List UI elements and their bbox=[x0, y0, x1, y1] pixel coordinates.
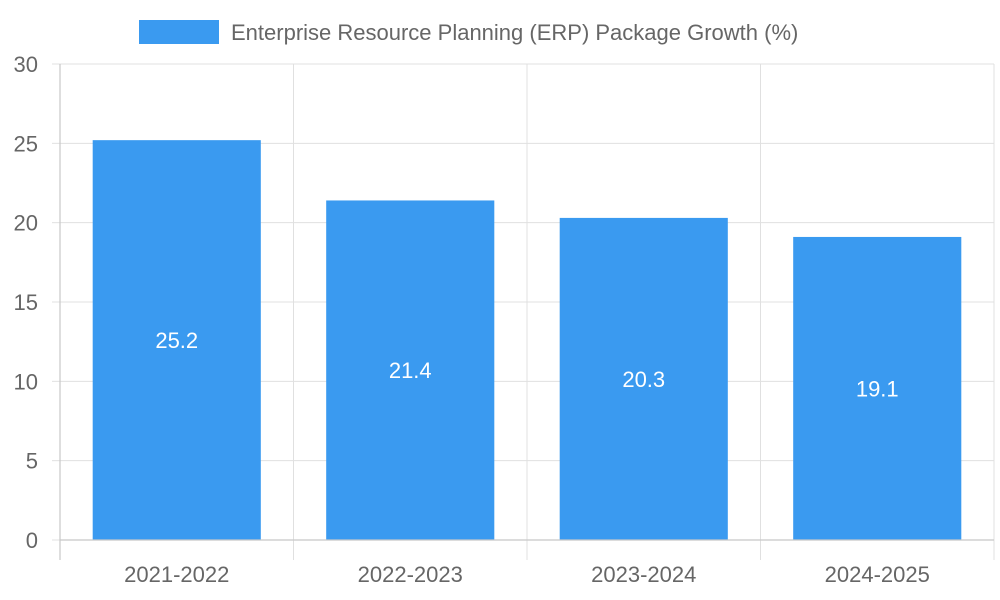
bar bbox=[559, 217, 728, 540]
y-tick-label: 20 bbox=[14, 211, 38, 236]
x-tick-label: 2021-2022 bbox=[124, 562, 229, 587]
bar-value-label: 19.1 bbox=[856, 376, 899, 401]
bars-layer: 25.2 21.4 20.3 19.1 bbox=[92, 140, 962, 541]
x-tick-label: 2024-2025 bbox=[825, 562, 930, 587]
legend-label: Enterprise Resource Planning (ERP) Packa… bbox=[231, 20, 798, 45]
bar bbox=[326, 200, 495, 540]
bar bbox=[793, 236, 962, 541]
x-tick-label: 2023-2024 bbox=[591, 562, 696, 587]
bar bbox=[92, 140, 261, 540]
legend-swatch bbox=[139, 20, 219, 44]
axes-layer: 0 5 10 15 20 25 30 2021-2022 2022-2023 2023-2024 2… bbox=[14, 52, 994, 587]
y-tick-label: 30 bbox=[14, 52, 38, 77]
y-tick-label: 25 bbox=[14, 131, 38, 156]
y-tick-label: 10 bbox=[14, 369, 38, 394]
bar-value-label: 25.2 bbox=[155, 328, 198, 353]
y-tick-label: 15 bbox=[14, 290, 38, 315]
y-tick-label: 5 bbox=[26, 449, 38, 474]
legend: Enterprise Resource Planning (ERP) Packa… bbox=[139, 20, 798, 45]
x-tick-label: 2022-2023 bbox=[358, 562, 463, 587]
bar-value-label: 20.3 bbox=[622, 367, 665, 392]
bar-value-label: 21.4 bbox=[389, 358, 432, 383]
y-tick-label: 0 bbox=[26, 528, 38, 553]
